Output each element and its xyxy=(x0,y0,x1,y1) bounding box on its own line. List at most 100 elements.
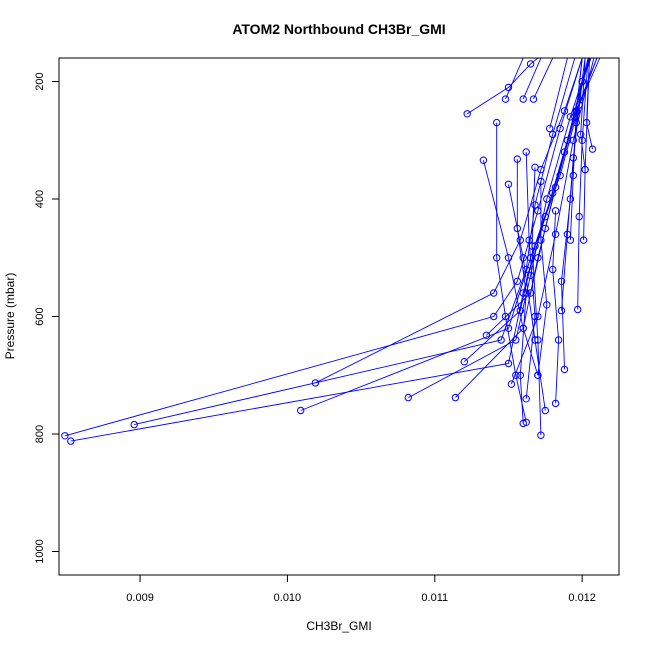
data-point-9-3 xyxy=(526,60,535,68)
x-tick-label: 0.011 xyxy=(421,592,448,604)
data-point-7-1 xyxy=(451,393,460,402)
x-tick-label: 0.012 xyxy=(568,592,596,604)
data-point-13-1 xyxy=(501,95,510,103)
data-point-26-1 xyxy=(566,236,575,244)
series-line-13 xyxy=(505,58,524,100)
y-tick-label: 200 xyxy=(34,72,46,90)
series-line-20 xyxy=(531,167,542,436)
data-point-2-1 xyxy=(67,437,75,445)
data-point-17-1 xyxy=(519,95,527,103)
data-point-11-3 xyxy=(541,224,549,233)
data-point-27-1 xyxy=(574,305,582,314)
data-point-11-1 xyxy=(482,331,491,339)
data-point-26-2 xyxy=(569,171,577,180)
data-point-3-1 xyxy=(130,420,138,429)
data-point-19-1 xyxy=(529,95,538,103)
series-line-14 xyxy=(508,184,546,411)
x-tick-label: 0.009 xyxy=(126,592,154,604)
data-point-8-4 xyxy=(556,171,564,180)
data-point-5-5 xyxy=(560,107,569,115)
data-point-25-2 xyxy=(557,277,566,285)
series-line-16 xyxy=(516,159,527,424)
data-point-6-2 xyxy=(512,336,520,344)
data-point-25-1 xyxy=(560,365,569,374)
data-point-14-2 xyxy=(519,254,527,262)
data-point-1-2 xyxy=(490,312,498,321)
series-line-9 xyxy=(466,58,539,115)
data-point-15-4 xyxy=(569,136,577,145)
data-point-18-1 xyxy=(522,148,530,156)
y-tick-label: 800 xyxy=(34,425,46,443)
data-point-16-3 xyxy=(522,289,530,297)
data-point-10-1 xyxy=(479,156,488,164)
data-point-15-1 xyxy=(507,380,516,388)
data-point-6-4 xyxy=(543,195,551,203)
data-point-8-1 xyxy=(460,358,468,366)
series-line-18 xyxy=(525,151,536,399)
series-line-15 xyxy=(510,58,595,385)
data-point-20-3 xyxy=(534,336,542,344)
series-line-19 xyxy=(533,58,554,100)
data-point-16-1 xyxy=(513,155,521,163)
data-point-6-1 xyxy=(404,393,412,402)
series-line-29 xyxy=(586,58,593,150)
data-point-20-1 xyxy=(531,163,539,172)
data-point-30-2 xyxy=(577,130,585,139)
data-point-15-3 xyxy=(551,230,560,239)
data-point-21-3 xyxy=(543,301,551,309)
data-point-21-2 xyxy=(537,236,545,244)
data-point-20-4 xyxy=(537,431,545,439)
data-point-1-1 xyxy=(61,432,69,440)
data-point-7-4 xyxy=(551,183,560,192)
y-tick-label: 400 xyxy=(34,190,46,208)
data-point-23-1 xyxy=(551,207,560,215)
series-line-23 xyxy=(552,210,560,404)
data-point-30-1 xyxy=(581,165,589,174)
data-point-10-2 xyxy=(504,254,513,262)
series-line-30 xyxy=(580,58,586,170)
data-point-21-4 xyxy=(534,371,542,379)
data-point-9-2 xyxy=(504,83,513,92)
data-point-21-1 xyxy=(537,177,545,186)
y-tick-label: 1000 xyxy=(34,539,46,563)
data-point-23-4 xyxy=(551,399,560,408)
y-axis: 200 400 600 800 1000 xyxy=(34,72,59,564)
data-point-12-1 xyxy=(493,118,501,127)
y-tick-label: 600 xyxy=(34,307,46,325)
x-axis-label: CH3Br_GMI xyxy=(306,619,371,633)
data-point-28-1 xyxy=(579,236,588,244)
data-point-5-1 xyxy=(311,379,320,387)
data-point-23-3 xyxy=(554,336,563,344)
data-point-20-2 xyxy=(528,242,536,250)
data-point-16-5 xyxy=(519,419,527,428)
series-line-1 xyxy=(64,58,583,437)
series-line-3 xyxy=(134,58,576,426)
data-point-16-4 xyxy=(516,371,524,379)
data-point-29-2 xyxy=(582,118,591,127)
data-point-14-1 xyxy=(504,180,513,189)
data-point-1-3 xyxy=(513,277,521,285)
data-point-29-1 xyxy=(588,145,597,153)
data-point-9-1 xyxy=(463,110,471,118)
series-line-21 xyxy=(537,181,548,376)
chart-title: ATOM2 Northbound CH3Br_GMI xyxy=(232,21,445,37)
series-line-27 xyxy=(577,58,589,310)
data-point-18-3 xyxy=(531,312,539,321)
data-point-22-1 xyxy=(546,124,554,133)
data-point-3-2 xyxy=(497,336,505,344)
data-point-2-2 xyxy=(504,359,513,368)
data-point-14-4 xyxy=(541,406,549,415)
series-line-5 xyxy=(315,58,583,384)
data-point-3-5 xyxy=(549,130,557,139)
data-point-11-4 xyxy=(560,148,569,156)
y-axis-label: Pressure (mbar) xyxy=(3,273,17,360)
series-line-31 xyxy=(575,58,583,113)
data-point-23-2 xyxy=(549,265,557,274)
series-line-25 xyxy=(561,58,586,370)
plot-area xyxy=(61,58,601,445)
data-point-27-2 xyxy=(575,212,583,221)
data-point-4-1 xyxy=(297,406,305,415)
series-line-12 xyxy=(496,122,527,423)
data-point-12-3 xyxy=(501,312,510,321)
